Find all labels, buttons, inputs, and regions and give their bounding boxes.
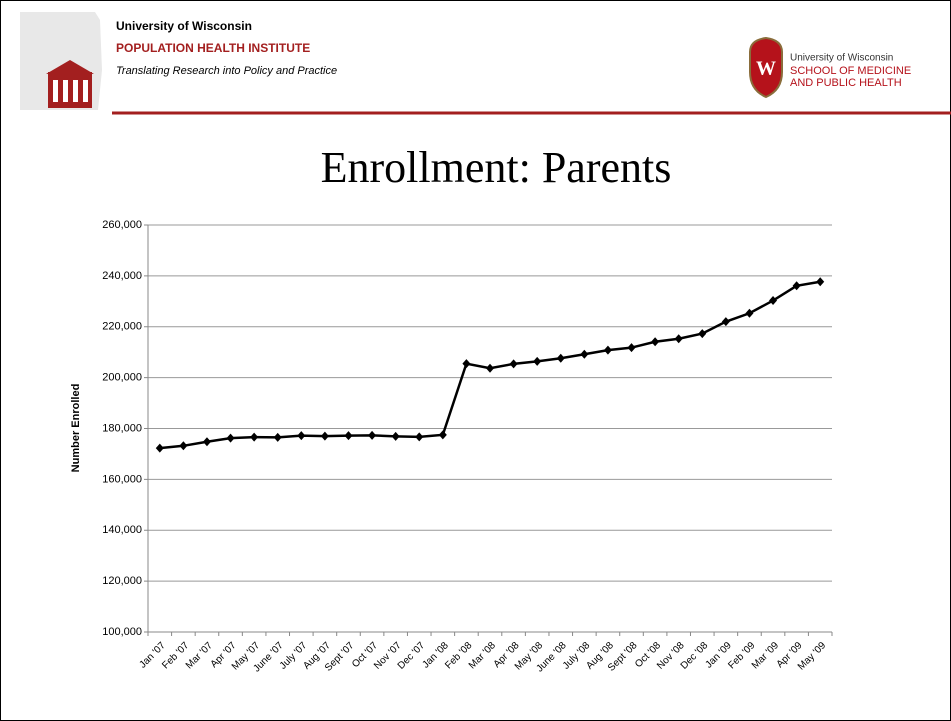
y-tick-label: 240,000 (102, 270, 142, 282)
chart-title: Enrollment: Parents (321, 143, 672, 192)
marker (226, 433, 235, 443)
left-logo (20, 12, 102, 110)
marker (391, 431, 400, 441)
header-line: SCHOOL OF MEDICINE (790, 65, 911, 77)
marker (556, 353, 565, 363)
marker (603, 345, 612, 355)
marker (438, 430, 447, 440)
crest-letter: W (756, 58, 776, 80)
y-axis-label: Number Enrolled (70, 384, 82, 473)
marker (721, 317, 730, 327)
y-tick-label: 100,000 (102, 626, 142, 638)
marker (273, 432, 282, 442)
header-line: Translating Research into Policy and Pra… (116, 65, 337, 77)
marker (155, 443, 164, 453)
marker (179, 441, 188, 451)
y-tick-label: 220,000 (102, 321, 142, 333)
column (73, 80, 78, 102)
building-roof (46, 60, 94, 74)
crest (749, 36, 783, 99)
y-tick-label: 120,000 (102, 575, 142, 587)
marker (745, 308, 754, 318)
marker (580, 349, 589, 359)
marker (486, 363, 494, 373)
y-tick-label: 180,000 (102, 422, 142, 434)
y-tick-label: 200,000 (102, 372, 142, 384)
marker (297, 431, 306, 441)
marker (698, 329, 707, 339)
header-line: AND PUBLIC HEALTH (790, 77, 902, 89)
marker (320, 431, 329, 441)
column (63, 80, 68, 102)
column (53, 80, 58, 102)
y-tick-label: 140,000 (102, 524, 142, 536)
marker (627, 343, 636, 353)
marker (462, 359, 471, 369)
marker (769, 296, 778, 306)
marker (250, 432, 259, 442)
column (83, 80, 88, 102)
right-logo: W (749, 36, 783, 99)
marker (674, 334, 683, 344)
marker (792, 281, 801, 291)
header-line: POPULATION HEALTH INSTITUTE (116, 41, 310, 55)
header-line: University of Wisconsin (116, 19, 252, 33)
y-tick-label: 160,000 (102, 473, 142, 485)
marker (509, 359, 518, 369)
header-line: University of Wisconsin (790, 53, 893, 64)
marker (533, 356, 542, 366)
marker (415, 432, 424, 442)
marker (202, 437, 211, 447)
y-tick-label: 260,000 (102, 219, 142, 231)
marker (816, 277, 825, 287)
marker (344, 431, 353, 441)
marker (651, 337, 660, 347)
marker (368, 430, 377, 440)
